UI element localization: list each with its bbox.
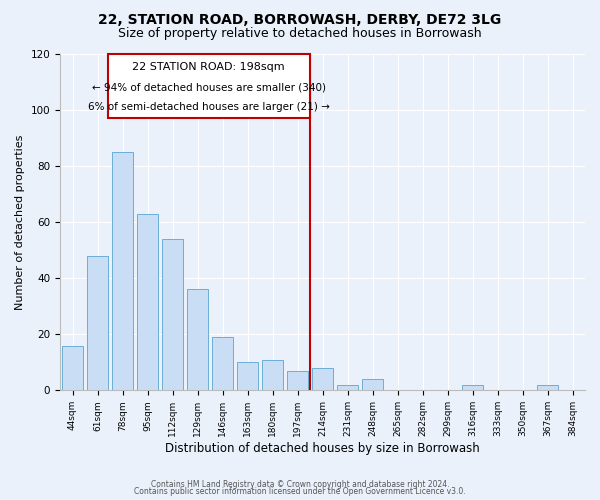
Bar (287, 370, 308, 390)
Bar (212, 337, 233, 390)
Bar (312, 368, 333, 390)
Bar (187, 290, 208, 390)
Text: Contains public sector information licensed under the Open Government Licence v3: Contains public sector information licen… (134, 488, 466, 496)
X-axis label: Distribution of detached houses by size in Borrowash: Distribution of detached houses by size … (165, 442, 480, 455)
Text: Size of property relative to detached houses in Borrowash: Size of property relative to detached ho… (118, 28, 482, 40)
Text: 22, STATION ROAD, BORROWASH, DERBY, DE72 3LG: 22, STATION ROAD, BORROWASH, DERBY, DE72… (98, 12, 502, 26)
Bar (162, 239, 183, 390)
Bar (262, 360, 283, 390)
Text: Contains HM Land Registry data © Crown copyright and database right 2024.: Contains HM Land Registry data © Crown c… (151, 480, 449, 489)
FancyBboxPatch shape (107, 54, 310, 118)
Text: 6% of semi-detached houses are larger (21) →: 6% of semi-detached houses are larger (2… (88, 102, 329, 112)
Y-axis label: Number of detached properties: Number of detached properties (15, 134, 25, 310)
Bar (87, 256, 108, 390)
Bar (462, 384, 483, 390)
Bar (537, 384, 558, 390)
Bar (337, 384, 358, 390)
Bar (137, 214, 158, 390)
Text: 22 STATION ROAD: 198sqm: 22 STATION ROAD: 198sqm (132, 62, 285, 72)
Bar (362, 379, 383, 390)
Bar (237, 362, 258, 390)
Bar (62, 346, 83, 391)
Text: ← 94% of detached houses are smaller (340): ← 94% of detached houses are smaller (34… (92, 82, 326, 92)
Bar (112, 152, 133, 390)
